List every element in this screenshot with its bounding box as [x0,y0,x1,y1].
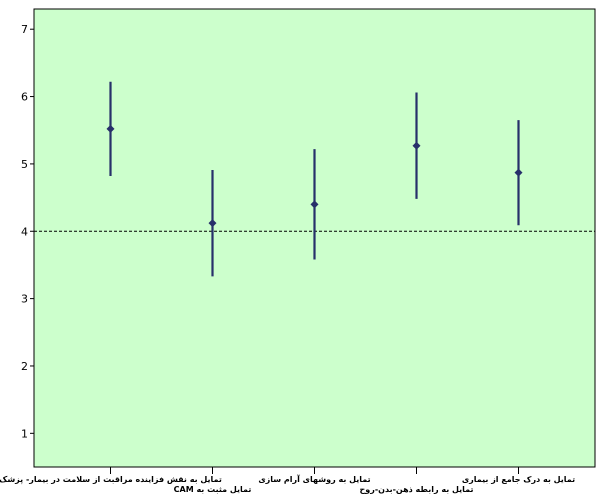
y-axis: 1 2 3 4 5 6 7 [21,23,34,440]
y-tick-label: 7 [21,23,28,36]
x-tick-label: تمایل به نقش فزاینده مراقبت از سلامت در … [0,475,222,485]
mean-marker [412,141,421,150]
mean-marker [310,200,319,209]
x-tick-label: تمایل به درک جامع از بیماری [462,475,575,484]
x-tick-label: تمایل به رابطه ذهن-بدن-روح [359,485,473,494]
x-tick-label: تمایل مثبت به CAM [174,485,252,494]
y-tick-label: 4 [21,225,28,238]
mean-marker [514,168,523,177]
y-tick-label: 1 [21,427,28,440]
mean-marker [208,219,217,228]
x-tick-label: تمایل به روشهای آرام سازی [258,474,370,484]
y-tick-label: 2 [21,360,28,373]
x-axis: تمایل به نقش فزاینده مراقبت از سلامت در … [0,467,575,494]
mean-marker [106,124,115,133]
y-tick-label: 5 [21,158,28,171]
y-tick-label: 6 [21,91,28,104]
data-series [106,81,523,277]
y-tick-label: 3 [21,293,28,306]
